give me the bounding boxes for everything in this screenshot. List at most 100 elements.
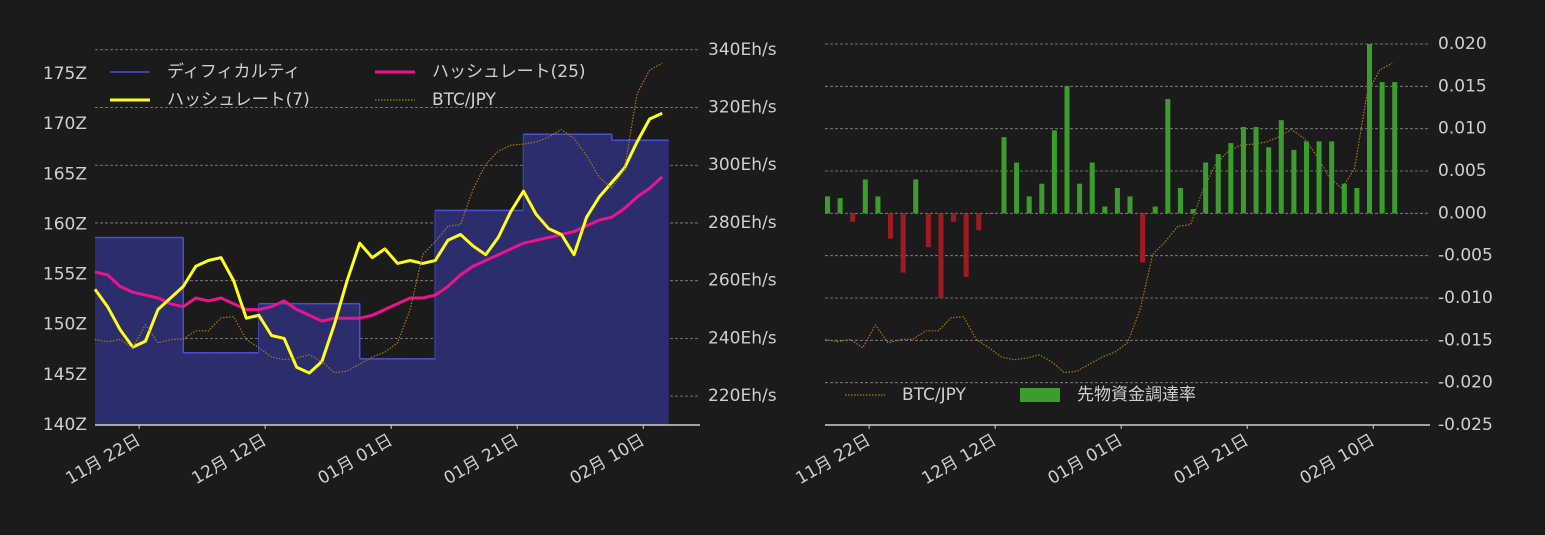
funding-bar (850, 213, 856, 222)
difficulty-area (485, 210, 499, 425)
funding-bar (900, 213, 906, 273)
y2-tick-label: 0.015 (1438, 76, 1487, 96)
y2-tick-label: 220Eh/s (708, 386, 777, 406)
funding-bar (825, 196, 831, 214)
y2-tick-label: 300Eh/s (708, 155, 777, 175)
legend-label: ディフィカルティ (167, 61, 300, 82)
difficulty-area (233, 352, 247, 425)
funding-bar (1253, 126, 1259, 214)
difficulty-area (384, 358, 398, 425)
funding-bar (1190, 209, 1196, 214)
funding-bar (1064, 86, 1070, 214)
difficulty-area (410, 358, 424, 425)
y2-tick-label: 0.020 (1438, 34, 1487, 54)
difficulty-area (611, 140, 625, 425)
difficulty-area (120, 237, 134, 425)
y-tick-label: 155Z (43, 265, 87, 285)
funding-bar (938, 213, 944, 298)
legend-label: ハッシュレート(25) (432, 62, 586, 82)
funding-bar (1341, 183, 1347, 214)
difficulty-area (107, 237, 121, 425)
difficulty-area (296, 303, 310, 425)
funding-bar (1266, 147, 1272, 214)
difficulty-area (271, 303, 285, 425)
difficulty-area (284, 303, 297, 425)
difficulty-area (132, 237, 146, 425)
difficulty-area (498, 210, 512, 425)
hashrate-line (93, 111, 663, 375)
funding-bar (1127, 196, 1133, 214)
difficulty-area (359, 358, 373, 425)
difficulty-area (435, 210, 449, 425)
y2-tick-label: 0.010 (1438, 119, 1487, 139)
y2-tick-label: -0.025 (1438, 415, 1493, 435)
y2-tick-label: 0.000 (1438, 203, 1487, 223)
funding-bar (1014, 162, 1020, 214)
y2-tick-label: -0.020 (1438, 373, 1493, 393)
y2-tick-label: 320Eh/s (708, 98, 777, 118)
funding-bar (1316, 141, 1322, 214)
difficulty-area (208, 352, 222, 425)
difficulty-area (372, 358, 386, 425)
funding-bar (1102, 206, 1108, 214)
funding-bar (837, 198, 843, 214)
y-tick-label: 160Z (43, 214, 87, 234)
funding-bar (888, 213, 894, 239)
funding-bar (1114, 187, 1120, 214)
difficulty-area (422, 358, 436, 425)
y2-tick-label: 240Eh/s (708, 328, 777, 348)
funding-bar (951, 213, 957, 222)
difficulty-area (523, 134, 537, 425)
difficulty-area (624, 140, 638, 425)
funding-bar (1329, 141, 1335, 214)
difficulty-area (309, 303, 323, 425)
y2-tick-label: -0.005 (1438, 246, 1493, 266)
funding-bar (963, 213, 969, 277)
funding-bar (1152, 206, 1158, 214)
funding-bar (1278, 120, 1284, 214)
difficulty-area (334, 303, 348, 425)
difficulty-area (170, 237, 184, 425)
y2-tick-label: -0.015 (1438, 330, 1493, 350)
y2-tick-label: 0.005 (1438, 161, 1487, 181)
funding-bar (1177, 187, 1183, 214)
legend-label: BTC/JPY (902, 385, 967, 405)
y2-tick-label: 260Eh/s (708, 271, 777, 291)
y-tick-label: 170Z (43, 114, 87, 134)
difficulty-area (548, 134, 562, 425)
y-tick-label: 165Z (43, 164, 87, 184)
funding-bar (1379, 82, 1385, 214)
difficulty-area (599, 134, 613, 425)
difficulty-area (258, 303, 272, 425)
difficulty-area (510, 210, 524, 425)
funding-bar (925, 213, 931, 248)
funding-bar (1203, 162, 1209, 214)
funding-bar (1215, 154, 1221, 214)
funding-bar (1291, 149, 1297, 214)
difficulty-area (221, 352, 234, 425)
difficulty-area (460, 210, 474, 425)
funding-bar (976, 213, 982, 231)
legend-swatch (1020, 388, 1060, 402)
y-tick-label: 140Z (43, 415, 87, 435)
y-tick-label: 150Z (43, 315, 87, 335)
difficulty-area (195, 352, 209, 425)
funding-bar (1001, 137, 1007, 214)
funding-bar (1366, 44, 1373, 214)
hashrate-line (94, 175, 664, 323)
funding-bar (862, 179, 868, 214)
difficulty-area (95, 237, 108, 425)
difficulty-area (636, 140, 650, 425)
legend-label: BTC/JPY (432, 90, 497, 110)
funding-bar (1303, 141, 1309, 214)
difficulty-area (586, 134, 600, 425)
y-tick-label: 175Z (43, 64, 87, 84)
y2-tick-label: 340Eh/s (708, 40, 777, 60)
difficulty-area (397, 358, 411, 425)
funding-bar (913, 179, 919, 214)
funding-bar (1228, 143, 1234, 214)
funding-bar (1165, 99, 1171, 214)
y-tick-label: 145Z (43, 365, 87, 385)
